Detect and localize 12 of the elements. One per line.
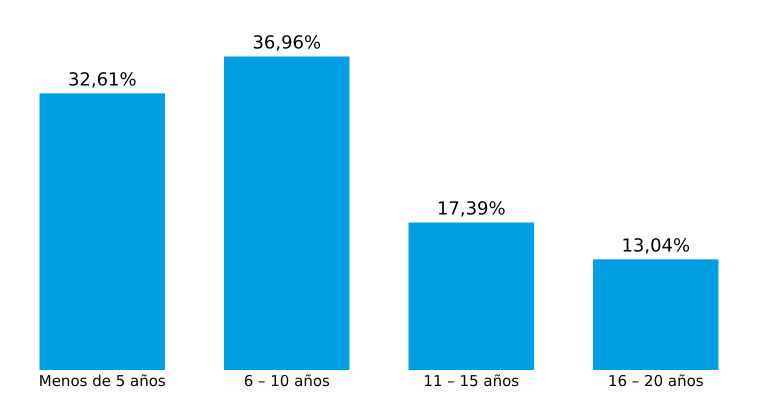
- bar: [40, 93, 165, 370]
- x-tick-label: 11 – 15 años: [423, 372, 520, 390]
- data-label: 13,04%: [621, 235, 690, 256]
- data-label: 17,39%: [436, 198, 506, 220]
- bar: [593, 259, 718, 370]
- x-tick-label: 16 – 20 años: [608, 372, 704, 390]
- bar: [224, 56, 350, 370]
- bar: [408, 222, 534, 370]
- data-label: 36,96%: [252, 32, 322, 54]
- x-tick-label: 6 – 10 años: [244, 372, 330, 390]
- data-label: 32,61%: [68, 69, 137, 90]
- x-tick-label: Menos de 5 años: [38, 372, 166, 390]
